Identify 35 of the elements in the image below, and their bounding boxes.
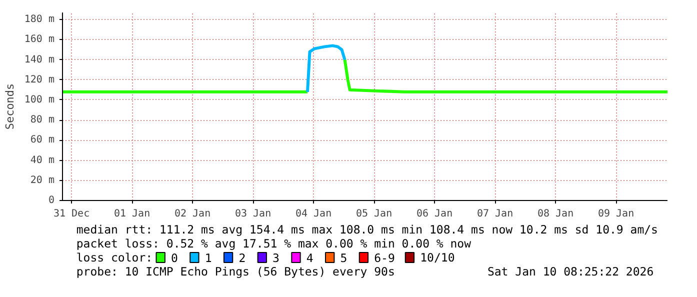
text: Sat Jan 10 08:25:22 2026 [487,264,654,278]
legend-label: 5 [340,251,348,265]
y-tick-label: 120 m [24,74,55,86]
legend-label: 10/10 [420,250,455,264]
text: packet loss: 0.52 % avg 17.51 % max 0.00 % min 0.00 % now [76,236,472,250]
y-axis-title: Seconds [3,83,16,130]
legend-label: 4 [306,251,314,265]
y-tick-label: 60 m [30,134,55,146]
legend-title: loss color: [76,250,153,264]
x-tick-label: 01 Jan [114,208,150,220]
y-tick-label: 20 m [30,174,55,186]
y-tick-label: 180 m [24,14,55,26]
y-tick-label: 80 m [30,114,55,126]
line-series [306,44,346,94]
y-tick-label: 140 m [24,54,55,66]
x-tick-label: 02 Jan [174,208,211,220]
x-tick-label: 04 Jan [295,208,332,220]
x-tick-label: 09 Jan [598,208,634,220]
y-tick-label: 40 m [30,154,55,166]
x-tick-label: 06 Jan [416,208,453,220]
legend-label: 6-9 [374,251,395,265]
x-tick-label: 07 Jan [476,208,514,220]
x-tick-label: 31 Dec [53,208,90,220]
x-tick-label: 03 Jan [234,208,272,220]
legend-label: 0 [171,251,178,265]
legend-label: 2 [238,251,246,265]
text: median rtt: 111.2 ms avg 154.4 ms max 108.0 ms min 108.4 ms now 10.2 ms sd 10.9 am/s [76,222,658,236]
text: probe: 10 ICMP Echo Pings (56 Bytes) every 90s [76,264,395,278]
y-tick-label: 100 m [24,94,55,106]
legend-label: 1 [204,251,212,265]
y-tick-label: 160 m [24,34,55,46]
x-tick-label: 05 Jan [356,208,392,220]
x-tick-label: 08 Jan [537,208,574,220]
legend-label: 3 [272,251,280,265]
y-tick-label: 0 [48,195,55,206]
